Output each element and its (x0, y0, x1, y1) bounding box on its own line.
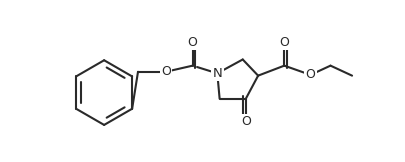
Text: N: N (212, 67, 222, 80)
Text: O: O (305, 68, 315, 81)
Text: O: O (187, 36, 197, 49)
Text: O: O (160, 65, 170, 78)
Text: O: O (279, 36, 288, 49)
Text: O: O (240, 115, 250, 128)
